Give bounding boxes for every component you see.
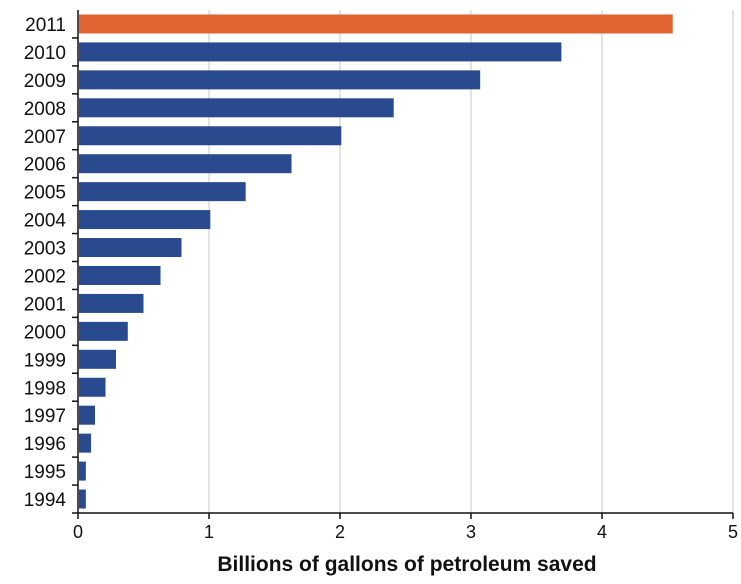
- y-category-label-2011: 2011: [25, 15, 66, 36]
- y-category-label-2002: 2002: [24, 266, 66, 287]
- y-category-label-1999: 1999: [24, 350, 66, 371]
- y-category-label-2008: 2008: [24, 99, 66, 120]
- bar-1998: [79, 377, 106, 397]
- y-category-label-2006: 2006: [24, 155, 66, 176]
- bar-2011: [79, 14, 673, 34]
- y-category-label-2001: 2001: [24, 294, 66, 315]
- x-tick-label-0: 0: [73, 522, 83, 542]
- bar-2001: [79, 293, 144, 313]
- axes: [72, 10, 734, 519]
- bar-2005: [79, 182, 246, 202]
- x-tick-label-3: 3: [466, 522, 476, 542]
- y-category-label-1996: 1996: [24, 434, 66, 455]
- bar-2008: [79, 98, 394, 118]
- y-category-label-2000: 2000: [24, 322, 66, 343]
- bar-1994: [79, 489, 86, 509]
- x-tick-label-4: 4: [597, 522, 607, 542]
- bar-1996: [79, 433, 92, 453]
- bar-1997: [79, 405, 96, 425]
- bar-2004: [79, 210, 211, 230]
- bar-1999: [79, 349, 116, 369]
- y-category-label-2007: 2007: [24, 127, 66, 148]
- bar-2000: [79, 321, 128, 341]
- y-category-label-2005: 2005: [24, 183, 66, 204]
- gridlines: [208, 10, 734, 513]
- bar-2006: [79, 154, 292, 174]
- bar-2002: [79, 265, 161, 285]
- y-category-label-2010: 2010: [24, 43, 66, 64]
- bar-2010: [79, 42, 562, 62]
- y-category-label-1998: 1998: [24, 378, 66, 399]
- labels: 0 1 2 3 4 5 2011 2010 2009 2008 2007 2006 2005 2004 20…: [24, 15, 738, 542]
- bar-2009: [79, 70, 481, 90]
- y-category-label-2004: 2004: [24, 211, 67, 232]
- y-category-label-1997: 1997: [24, 406, 66, 427]
- y-category-label-2003: 2003: [24, 239, 66, 260]
- x-tick-label-2: 2: [335, 522, 345, 542]
- bar-1995: [79, 461, 86, 481]
- y-category-label-1995: 1995: [24, 462, 66, 483]
- x-axis-title: Billions of gallons of petroleum saved: [217, 553, 596, 576]
- bars: [79, 14, 673, 509]
- bar-2007: [79, 126, 342, 146]
- x-tick-label-1: 1: [204, 522, 214, 542]
- x-tick-label-5: 5: [728, 522, 738, 542]
- y-category-label-2009: 2009: [24, 71, 66, 92]
- y-category-label-1994: 1994: [24, 490, 67, 511]
- bar-2003: [79, 238, 182, 258]
